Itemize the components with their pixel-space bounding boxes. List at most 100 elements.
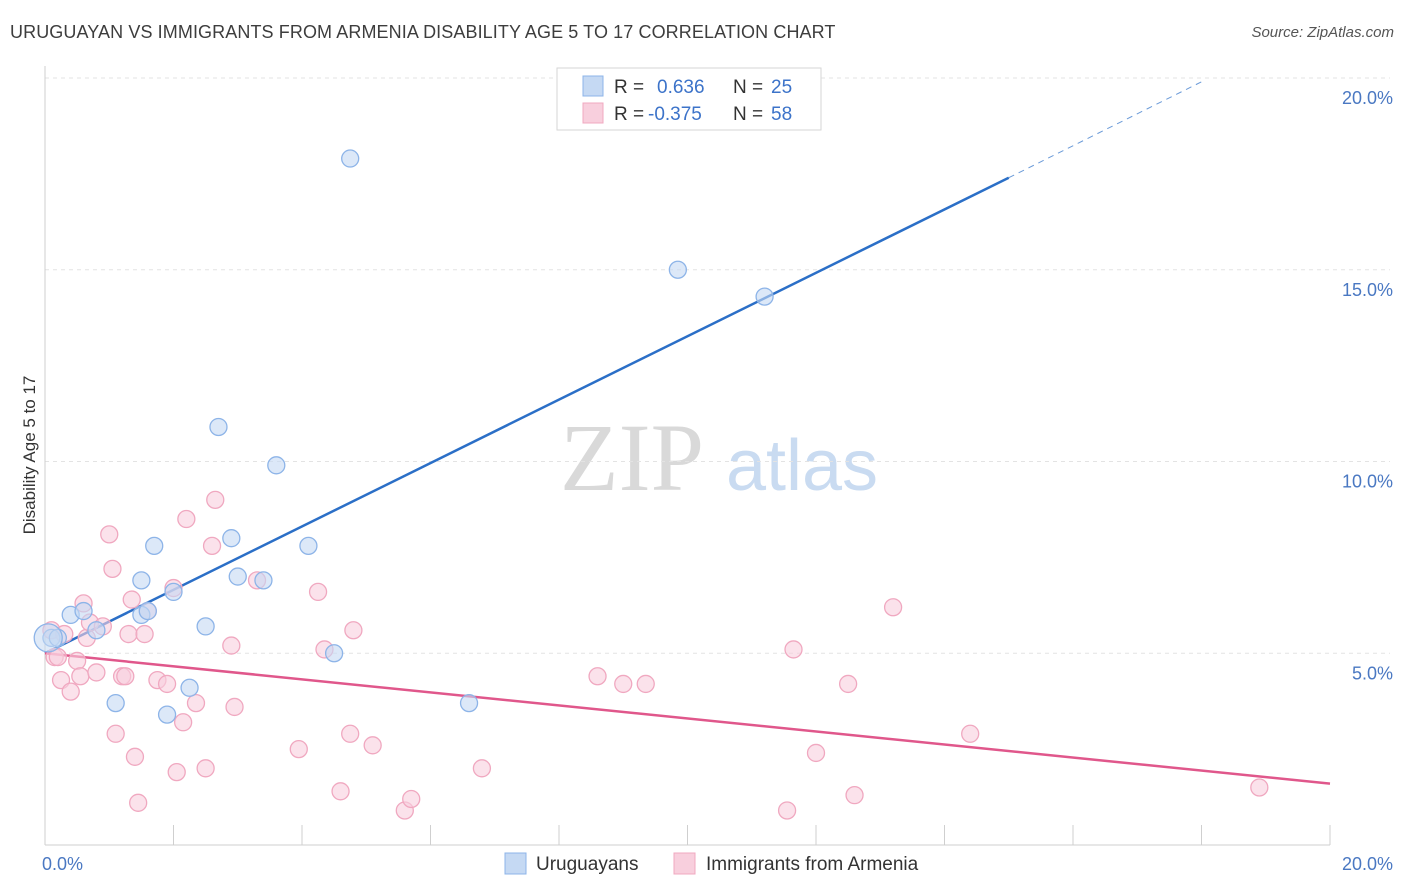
- point-armenia: [777, 801, 797, 820]
- point-uruguayans: [196, 617, 215, 636]
- x-tick-labels: 0.0% 20.0%: [42, 854, 1393, 874]
- point-uruguayans: [324, 644, 344, 663]
- point-armenia: [122, 590, 141, 609]
- point-armenia: [206, 490, 225, 510]
- point-uruguayans: [74, 601, 93, 621]
- legend-n-label-armenia: N =: [733, 104, 763, 125]
- legend-n-value-uruguayans: 25: [771, 77, 792, 98]
- point-uruguayans: [254, 571, 273, 590]
- point-armenia: [344, 621, 363, 640]
- point-armenia: [806, 743, 826, 763]
- point-armenia: [289, 739, 308, 759]
- point-armenia: [103, 559, 122, 579]
- point-armenia: [883, 598, 903, 617]
- point-armenia: [331, 782, 350, 801]
- gridlines: [45, 77, 1390, 654]
- point-uruguayans: [157, 705, 177, 724]
- axes: [44, 66, 1331, 846]
- point-armenia: [202, 536, 222, 556]
- trendline-armenia: [44, 652, 1331, 785]
- point-armenia: [157, 674, 177, 694]
- point-uruguayans: [267, 456, 286, 475]
- legend-r-label-uruguayans: R =: [614, 77, 644, 98]
- point-uruguayans-cluster: [33, 623, 63, 653]
- point-uruguayans: [209, 417, 228, 437]
- point-uruguayans: [459, 693, 479, 713]
- trend-lines: [44, 81, 1331, 785]
- point-armenia: [402, 789, 421, 809]
- point-armenia: [961, 724, 980, 743]
- point-armenia: [1250, 778, 1269, 797]
- source-label: Source: ZipAtlas.com: [1251, 24, 1394, 41]
- point-armenia: [636, 674, 655, 694]
- point-armenia: [588, 667, 607, 686]
- point-uruguayans: [145, 536, 164, 556]
- trendline-uruguayans-extension: [1008, 81, 1202, 179]
- legend-r-value-uruguayans: 0.636: [657, 77, 705, 98]
- y-tick-label: 5.0%: [1352, 663, 1393, 683]
- point-armenia: [196, 759, 215, 778]
- point-uruguayans: [138, 601, 157, 621]
- point-armenia: [67, 651, 87, 671]
- point-armenia: [845, 785, 864, 805]
- legend-swatch-armenia: [582, 102, 604, 124]
- point-uruguayans: [87, 621, 106, 640]
- data-points: [33, 149, 1269, 820]
- bottom-legend-label-uruguayans: Uruguayans: [536, 854, 638, 875]
- point-uruguayans: [222, 529, 241, 548]
- point-armenia: [135, 624, 154, 644]
- point-armenia: [173, 713, 193, 732]
- point-uruguayans: [341, 149, 360, 168]
- point-armenia: [784, 640, 803, 659]
- point-uruguayans: [755, 287, 774, 306]
- point-uruguayans: [228, 567, 247, 586]
- point-armenia: [167, 762, 186, 782]
- point-uruguayans: [106, 693, 125, 713]
- point-armenia: [225, 697, 244, 717]
- legend: R = 0.636 N = 25 R = -0.375 N = 58: [556, 67, 822, 131]
- legend-r-label-armenia: R =: [614, 104, 644, 125]
- point-armenia: [177, 509, 196, 529]
- y-tick-label: 15.0%: [1342, 280, 1393, 300]
- point-armenia: [308, 582, 328, 602]
- point-armenia: [125, 747, 145, 766]
- point-armenia: [119, 624, 138, 644]
- point-armenia: [71, 667, 90, 686]
- watermark-zip: ZIP: [560, 404, 704, 511]
- y-tick-label: 20.0%: [1342, 88, 1393, 108]
- point-armenia: [87, 663, 106, 682]
- point-armenia: [472, 759, 492, 778]
- point-armenia: [363, 736, 382, 755]
- point-armenia: [100, 525, 119, 544]
- point-uruguayans: [180, 678, 199, 697]
- bottom-legend-swatch-uruguayans: [504, 852, 527, 875]
- y-tick-labels: 5.0% 10.0% 15.0% 20.0%: [1342, 88, 1393, 683]
- bottom-legend-swatch-armenia: [673, 852, 696, 875]
- point-armenia: [222, 636, 241, 655]
- bottom-legend-label-armenia: Immigrants from Armenia: [706, 854, 919, 875]
- legend-swatch-uruguayans: [582, 75, 604, 97]
- x-tick-label: 20.0%: [1342, 854, 1393, 874]
- point-armenia: [341, 724, 360, 743]
- point-armenia: [838, 674, 858, 694]
- point-armenia: [186, 693, 206, 713]
- watermark: ZIP atlas: [560, 404, 878, 511]
- y-tick-label: 10.0%: [1342, 472, 1393, 492]
- y-axis-label: Disability Age 5 to 17: [20, 376, 39, 535]
- point-armenia: [106, 724, 125, 743]
- watermark-atlas: atlas: [726, 426, 878, 506]
- legend-r-value-armenia: -0.375: [648, 104, 702, 125]
- chart-title: URUGUAYAN VS IMMIGRANTS FROM ARMENIA DIS…: [10, 22, 836, 42]
- point-armenia: [61, 682, 80, 701]
- point-uruguayans: [668, 260, 688, 279]
- point-armenia: [129, 793, 148, 812]
- legend-n-value-armenia: 58: [771, 104, 792, 125]
- legend-n-label-uruguayans: N =: [733, 77, 763, 98]
- point-armenia: [614, 674, 633, 694]
- bottom-legend: Uruguayans Immigrants from Armenia: [504, 852, 919, 875]
- point-uruguayans: [132, 571, 151, 590]
- x-tick-label: 0.0%: [42, 854, 83, 874]
- point-armenia: [116, 667, 135, 686]
- trendline-uruguayans: [44, 176, 1010, 655]
